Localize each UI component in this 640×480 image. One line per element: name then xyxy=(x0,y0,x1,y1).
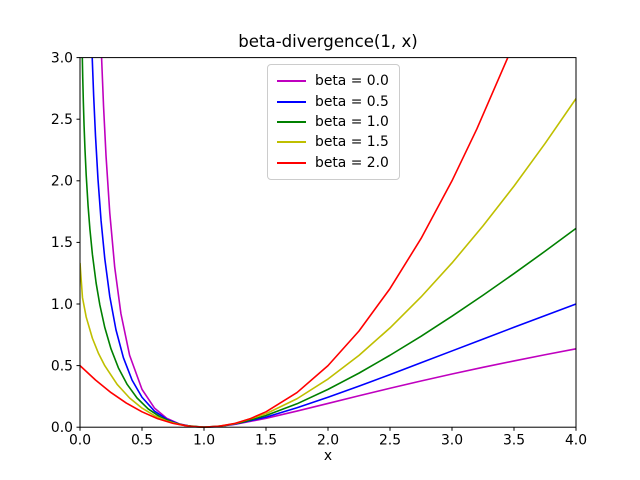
x-tick-label: 2.5 xyxy=(379,433,401,449)
y-tick-label: 2.0 xyxy=(51,174,73,190)
legend-line-sample xyxy=(277,80,306,83)
legend: beta = 0.0 beta = 0.5 beta = 1.0 beta = 1.5… xyxy=(267,64,400,180)
legend-item: beta = 1.5 xyxy=(277,132,389,152)
legend-label: beta = 1.5 xyxy=(315,134,389,151)
y-tick-label: 3.0 xyxy=(51,50,73,66)
legend-line-sample xyxy=(277,141,306,144)
x-tick-label: 1.0 xyxy=(193,433,215,449)
legend-item: beta = 1.0 xyxy=(277,112,389,132)
legend-line-sample xyxy=(277,120,306,123)
legend-line-sample xyxy=(277,100,306,103)
x-tick-label: 3.0 xyxy=(441,433,463,449)
y-tick-label: 0.5 xyxy=(51,358,73,374)
y-tick-label: 0.0 xyxy=(51,420,73,436)
chart-title: beta-divergence(1, x) xyxy=(238,32,418,51)
x-axis-label: x xyxy=(323,448,333,464)
legend-line-sample xyxy=(277,161,306,164)
x-tick-label: 4.0 xyxy=(565,433,587,449)
series-line-beta-2.0 xyxy=(80,57,509,429)
legend-item: beta = 0.5 xyxy=(277,91,389,111)
series-line-beta-1.0 xyxy=(81,57,577,429)
x-tick-label: 0.5 xyxy=(131,433,153,449)
legend-label: beta = 2.0 xyxy=(315,154,389,171)
y-tick-label: 1.5 xyxy=(51,235,73,251)
legend-item: beta = 2.0 xyxy=(277,153,389,173)
legend-label: beta = 1.0 xyxy=(315,113,389,130)
x-tick-label: 1.5 xyxy=(255,433,277,449)
y-tick-label: 1.0 xyxy=(51,297,73,313)
x-tick-label: 3.5 xyxy=(503,433,525,449)
legend-label: beta = 0.0 xyxy=(315,73,389,90)
legend-label: beta = 0.5 xyxy=(315,93,389,110)
x-tick-label: 0.0 xyxy=(69,433,91,449)
y-tick-label: 2.5 xyxy=(51,112,73,128)
x-tick-label: 2.0 xyxy=(317,433,339,449)
legend-item: beta = 0.0 xyxy=(277,71,389,91)
